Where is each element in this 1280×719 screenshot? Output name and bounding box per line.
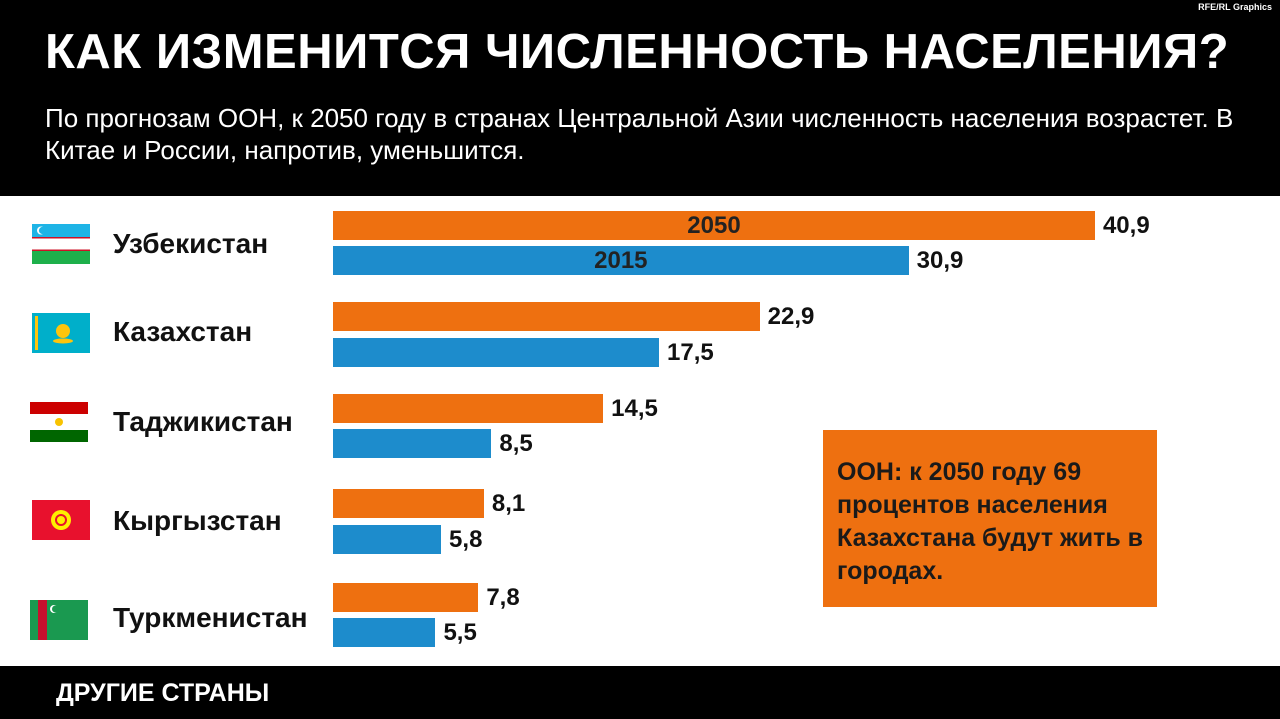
header: RFE/RL Graphics КАК ИЗМЕНИТСЯ ЧИСЛЕННОСТ… — [0, 0, 1280, 196]
legend-label-2050: 2050 — [687, 212, 741, 239]
bar-2015-kazakhstan — [333, 338, 660, 367]
country-label-uzbekistan: Узбекистан — [113, 228, 269, 259]
value-label-2015-uzbekistan: 30,9 — [916, 247, 964, 274]
value-label-2015-kyrgyzstan: 5,8 — [449, 526, 483, 553]
value-label-2015-tajikistan: 8,5 — [499, 430, 533, 457]
value-label-2050-uzbekistan: 40,9 — [1102, 212, 1150, 239]
bar-2050-tajikistan — [333, 394, 604, 423]
bar-2015-kyrgyzstan — [333, 525, 442, 554]
flag-uzbekistan-icon — [32, 224, 90, 264]
footer: ДРУГИЕ СТРАНЫ — [0, 666, 1280, 719]
country-label-turkmenistan: Туркменистан — [113, 602, 308, 633]
bar-2015-uzbekistan — [333, 246, 909, 275]
flag-tajikistan-icon — [30, 402, 88, 442]
value-label-2050-kyrgyzstan: 8,1 — [491, 490, 526, 517]
value-label-2015-turkmenistan: 5,5 — [443, 619, 477, 646]
bar-2050-uzbekistan — [333, 211, 1095, 240]
flag-kyrgyzstan-icon — [32, 500, 90, 540]
flag-kazakhstan-icon — [32, 313, 90, 353]
bar-2050-kyrgyzstan — [333, 489, 484, 518]
info-note: ООН: к 2050 году 69 процентов населения … — [823, 430, 1157, 607]
value-label-2050-kazakhstan: 22,9 — [767, 303, 815, 330]
flag-turkmenistan-icon — [30, 600, 88, 640]
bar-2050-turkmenistan — [333, 583, 479, 612]
country-label-kazakhstan: Казахстан — [113, 316, 253, 347]
country-label-tajikistan: Таджикистан — [113, 406, 293, 437]
value-label-2015-kazakhstan: 17,5 — [667, 339, 714, 366]
value-label-2050-tajikistan: 14,5 — [611, 395, 658, 422]
other-countries-link[interactable]: ДРУГИЕ СТРАНЫ — [56, 679, 270, 707]
legend-label-2015: 2015 — [594, 247, 648, 274]
bar-2050-kazakhstan — [333, 302, 760, 331]
page-title: КАК ИЗМЕНИТСЯ ЧИСЛЕННОСТЬ НАСЕЛЕНИЯ? — [45, 25, 1230, 79]
bar-2015-tajikistan — [333, 429, 492, 458]
page-subtitle: По прогнозам ООН, к 2050 году в странах … — [45, 103, 1234, 165]
bar-2015-turkmenistan — [333, 618, 436, 647]
country-label-kyrgyzstan: Кыргызстан — [113, 505, 282, 536]
credit: RFE/RL Graphics — [1198, 2, 1272, 12]
value-label-2050-turkmenistan: 7,8 — [486, 584, 520, 611]
info-note-text: ООН: к 2050 году 69 процентов населения … — [837, 458, 1144, 585]
